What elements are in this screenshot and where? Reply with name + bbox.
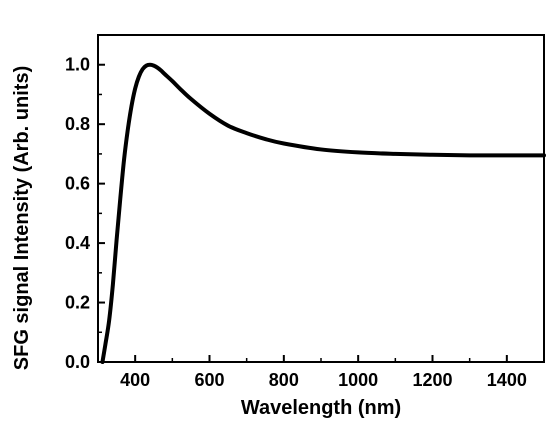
y-tick-label: 0.6	[65, 174, 90, 194]
y-axis-title: SFG signal Intensity (Arb. units)	[11, 66, 33, 370]
plot-frame	[97, 34, 545, 363]
x-tick-label: 1000	[338, 370, 378, 390]
x-tick-label: 600	[194, 370, 224, 390]
x-tick-label: 800	[269, 370, 299, 390]
x-tick-label: 1400	[487, 370, 527, 390]
series-layer	[100, 62, 546, 364]
y-tick-label: 0.2	[65, 293, 90, 313]
x-tick-label: 1200	[412, 370, 452, 390]
x-axis-ticks: 400 600 800 1000 1200 1400	[97, 355, 545, 390]
y-tick-label: 0.4	[65, 233, 90, 253]
y-tick-label: 1.0	[65, 55, 90, 75]
y-tick-label: 0.0	[65, 352, 90, 372]
series-line	[100, 62, 546, 364]
x-tick-label: 400	[120, 370, 150, 390]
y-tick-label: 0.8	[65, 114, 90, 134]
x-axis-title: Wavelength (nm)	[241, 397, 401, 419]
y-axis-ticks: 0.0 0.2 0.4 0.6 0.8 1.0	[65, 34, 105, 372]
